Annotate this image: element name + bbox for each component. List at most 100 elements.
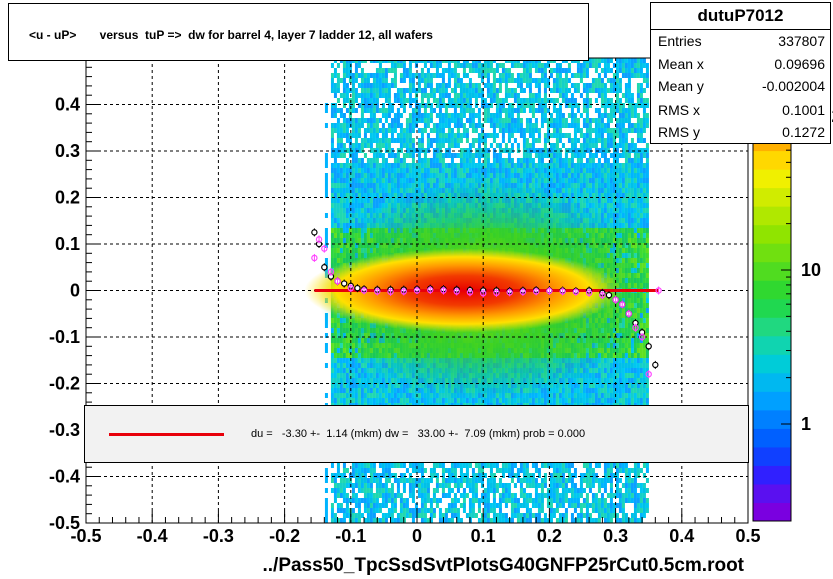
heatmap-cell xyxy=(507,128,511,133)
heatmap-cell xyxy=(495,103,499,108)
heatmap-cell xyxy=(618,218,622,223)
heatmap-cell xyxy=(558,103,562,108)
heatmap-cell xyxy=(369,73,373,78)
heatmap-cell xyxy=(498,168,502,173)
heatmap-cell xyxy=(342,133,346,138)
heatmap-cell xyxy=(438,63,442,68)
heatmap-cell xyxy=(438,98,442,103)
heatmap-cell xyxy=(378,183,382,188)
heatmap-cell xyxy=(579,168,583,173)
heatmap-cell xyxy=(459,168,463,173)
heatmap-cell xyxy=(537,78,541,83)
heatmap-cell xyxy=(402,188,406,193)
heatmap-cell xyxy=(615,78,619,83)
heatmap-cell xyxy=(627,88,631,93)
heatmap-cell xyxy=(552,128,556,133)
heatmap-cell xyxy=(363,98,367,103)
heatmap-cell xyxy=(375,158,379,163)
heatmap-cell xyxy=(561,188,565,193)
heatmap-cell xyxy=(471,153,475,158)
heatmap-cell xyxy=(642,98,646,103)
heatmap-cell xyxy=(645,123,649,128)
heatmap-cell xyxy=(528,133,532,138)
heatmap-cell xyxy=(606,208,610,213)
heatmap-cell xyxy=(333,148,337,153)
heatmap-cell xyxy=(480,63,484,68)
heatmap-cell xyxy=(564,123,568,128)
heatmap-cell xyxy=(624,233,628,238)
heatmap-cell xyxy=(564,153,568,158)
heatmap-cell xyxy=(597,133,601,138)
heatmap-cell xyxy=(342,68,346,73)
heatmap-cell xyxy=(627,73,631,78)
heatmap-cell xyxy=(636,118,640,123)
heatmap-cell xyxy=(588,118,592,123)
heatmap-cell xyxy=(477,168,481,173)
heatmap-cell xyxy=(558,83,562,88)
heatmap-cell xyxy=(543,183,547,188)
heatmap-cell xyxy=(498,173,502,178)
heatmap-cell xyxy=(627,203,631,208)
heatmap-cell xyxy=(588,203,592,208)
heatmap-cell xyxy=(537,108,541,113)
heatmap-cell xyxy=(501,128,505,133)
heatmap-cell xyxy=(555,173,559,178)
heatmap-cell xyxy=(639,148,643,153)
heatmap-cell xyxy=(435,133,439,138)
heatmap-cell xyxy=(399,63,403,68)
heatmap-cell xyxy=(390,108,394,113)
heatmap-cell xyxy=(555,108,559,113)
heatmap-cell xyxy=(390,168,394,173)
heatmap-cell xyxy=(477,148,481,153)
heatmap-cell xyxy=(420,78,424,83)
heatmap-cell xyxy=(468,83,472,88)
heatmap-cell xyxy=(549,183,553,188)
heatmap-cell xyxy=(390,118,394,123)
heatmap-cell xyxy=(582,138,586,143)
heatmap-cell xyxy=(600,143,604,148)
heatmap-cell xyxy=(594,163,598,168)
heatmap-cell xyxy=(594,198,598,203)
heatmap-cell xyxy=(549,133,553,138)
heatmap-cell xyxy=(609,173,613,178)
heatmap-cell xyxy=(330,168,334,173)
heatmap-cell xyxy=(585,98,589,103)
heatmap-cell xyxy=(357,203,361,208)
heatmap-cell xyxy=(624,68,628,73)
heatmap-cell xyxy=(597,123,601,128)
heatmap-cell xyxy=(363,193,367,198)
heatmap-cell xyxy=(474,178,478,183)
heatmap-cell xyxy=(414,103,418,108)
heatmap-cell xyxy=(444,173,448,178)
heatmap-cell xyxy=(573,153,577,158)
heatmap-cell xyxy=(408,118,412,123)
heatmap-cell xyxy=(471,118,475,123)
heatmap-cell xyxy=(621,128,625,133)
heatmap-cell xyxy=(585,73,589,78)
heatmap-cell xyxy=(576,158,580,163)
heatmap-cell xyxy=(615,173,619,178)
heatmap-cell xyxy=(585,178,589,183)
heatmap-cell xyxy=(405,188,409,193)
heatmap-cell xyxy=(573,138,577,143)
heatmap-cell xyxy=(627,113,631,118)
heatmap-cell xyxy=(375,188,379,193)
heatmap-cell xyxy=(444,153,448,158)
heatmap-cell xyxy=(555,78,559,83)
heatmap-cell xyxy=(459,113,463,118)
heatmap-cell xyxy=(504,113,508,118)
heatmap-cell xyxy=(429,93,433,98)
heatmap-cell xyxy=(504,73,508,78)
heatmap-cell xyxy=(600,153,604,158)
heatmap-cell xyxy=(645,73,649,78)
heatmap-cell xyxy=(465,88,469,93)
heatmap-cell xyxy=(627,103,631,108)
heatmap-cell xyxy=(501,98,505,103)
heatmap-cell xyxy=(645,193,649,198)
heatmap-cell xyxy=(387,163,391,168)
heatmap-cell xyxy=(474,103,478,108)
heatmap-cell xyxy=(516,78,520,83)
heatmap-cell xyxy=(429,63,433,68)
heatmap-cell xyxy=(585,158,589,163)
heatmap-cell xyxy=(483,163,487,168)
